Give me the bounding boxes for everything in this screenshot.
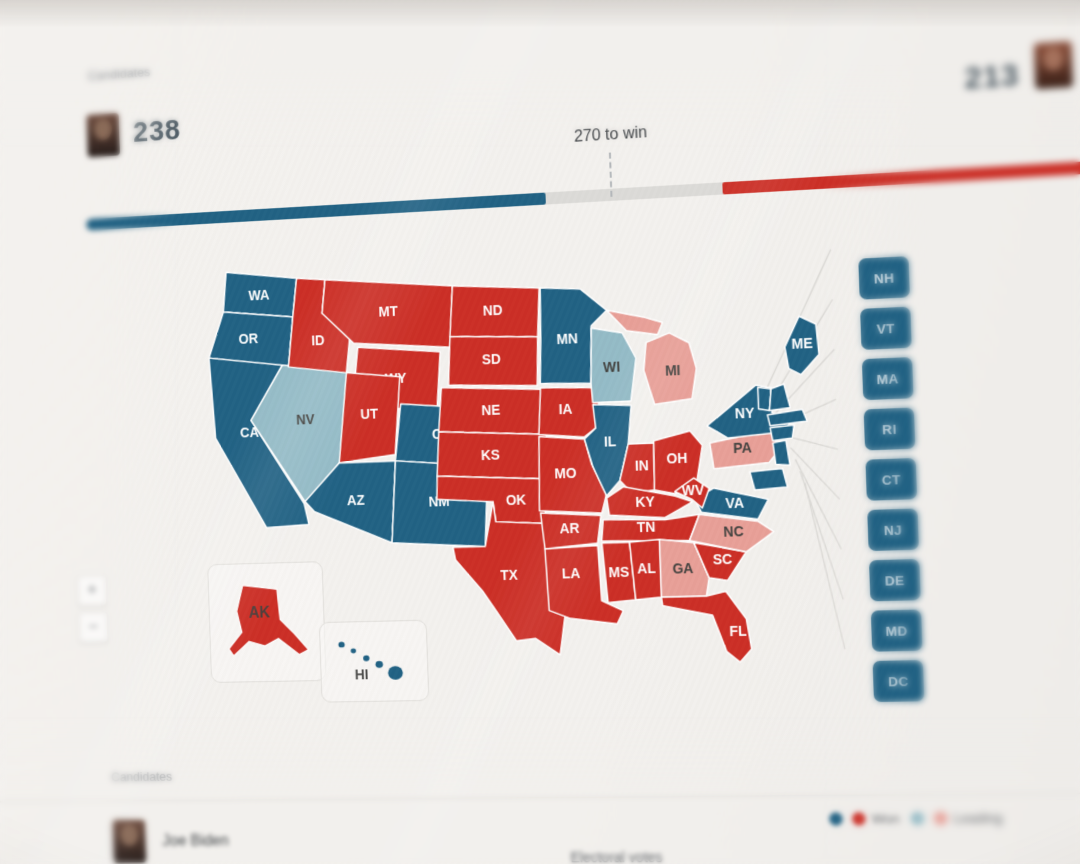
state-label-MT: MT <box>378 304 399 320</box>
state-label-TX: TX <box>500 567 518 583</box>
state-MD[interactable] <box>750 468 788 490</box>
state-label-WI: WI <box>603 359 620 375</box>
270-to-win-marker: 270 to win <box>609 153 613 197</box>
state-MA[interactable] <box>767 409 807 426</box>
hawaii-island <box>338 642 345 648</box>
callout-connector-line <box>791 446 840 501</box>
state-label-MO: MO <box>554 465 577 481</box>
state-HI[interactable] <box>338 640 403 680</box>
avatar-silhouette <box>94 118 112 140</box>
callout-state-DE[interactable]: DE <box>869 559 921 601</box>
state-label-HI: HI <box>354 666 368 682</box>
legend-item-won: Won <box>829 811 900 827</box>
map-legend: Won Leading <box>829 810 1003 826</box>
state-label-ME: ME <box>791 335 813 352</box>
right-candidate-electoral-count: 213 <box>964 59 1020 97</box>
hawaii-island <box>388 666 403 680</box>
state-label-OH: OH <box>666 451 687 467</box>
state-label-ND: ND <box>483 303 503 319</box>
state-label-GA: GA <box>672 560 694 576</box>
state-label-PA: PA <box>733 440 752 456</box>
hawaii-island <box>351 648 356 653</box>
hawaii-island <box>363 655 370 661</box>
footer-candidates-label: Candidates <box>111 769 172 784</box>
state-label-AK: AK <box>249 604 271 622</box>
hawaii-island <box>375 661 383 668</box>
electoral-vote-bar: 270 to win <box>86 156 1080 231</box>
callout-state-NJ[interactable]: NJ <box>867 508 919 551</box>
footer-candidate-name: Joe Biden <box>162 833 229 851</box>
state-label-NV: NV <box>296 412 315 428</box>
dem-bar-segment <box>86 193 545 231</box>
avatar-silhouette <box>1043 47 1064 71</box>
270-to-win-label: 270 to win <box>574 124 648 147</box>
state-label-KY: KY <box>635 494 655 510</box>
legend-dot-rep_won <box>852 812 866 825</box>
callout-state-VT[interactable]: VT <box>860 307 912 350</box>
state-label-IN: IN <box>635 457 649 473</box>
state-label-ID: ID <box>311 332 325 348</box>
legend-dot-dem_won <box>829 812 843 825</box>
legend-label: Won <box>872 811 900 827</box>
callout-state-CT[interactable]: CT <box>865 458 917 501</box>
state-CT[interactable] <box>770 425 795 441</box>
legend-item-leading: Leading <box>910 810 1003 826</box>
electoral-votes-column-header: Electoral votes <box>570 849 663 864</box>
callout-state-MD[interactable]: MD <box>871 609 923 651</box>
left-candidate-avatar <box>86 113 120 157</box>
state-label-LA: LA <box>562 565 581 581</box>
state-label-UT: UT <box>360 406 379 422</box>
state-label-WA: WA <box>248 287 270 303</box>
zoom-out-button[interactable]: − <box>78 611 108 642</box>
callout-connector-line <box>805 482 845 650</box>
state-label-AL: AL <box>637 560 656 576</box>
legend-dot-rep_leading <box>933 812 947 826</box>
state-label-VA: VA <box>725 495 744 511</box>
state-label-MS: MS <box>608 564 629 580</box>
callout-connector-line <box>786 434 838 451</box>
callout-state-RI[interactable]: RI <box>864 407 916 450</box>
state-label-SC: SC <box>713 552 733 568</box>
state-label-WV: WV <box>682 482 705 498</box>
map-zoom-controls: + − <box>77 575 109 643</box>
state-label-AZ: AZ <box>347 493 365 509</box>
state-label-TN: TN <box>637 519 656 535</box>
candidates-section-label: Candidates <box>88 64 151 83</box>
hawaii-inset[interactable]: HI <box>319 620 430 703</box>
photographed-election-screen: Candidates 238 213 270 to win WA OR CA NV ID… <box>0 0 1080 864</box>
right-candidate-avatar <box>1034 41 1073 89</box>
state-label-IL: IL <box>604 434 617 450</box>
rep-bar-segment <box>723 156 1080 195</box>
state-NJ[interactable] <box>773 440 790 465</box>
avatar-silhouette <box>120 825 138 846</box>
callout-state-NH[interactable]: NH <box>858 256 910 300</box>
state-label-FL: FL <box>729 624 747 640</box>
footer-candidate-avatar <box>113 820 147 863</box>
left-candidate-electoral-count: 238 <box>133 115 182 150</box>
state-label-IA: IA <box>558 402 573 418</box>
election-results-page: Candidates 238 213 270 to win WA OR CA NV ID… <box>0 0 1080 864</box>
state-label-SD: SD <box>482 352 502 368</box>
callout-state-MA[interactable]: MA <box>862 357 914 400</box>
state-label-NC: NC <box>723 523 744 539</box>
legend-dot-dem_leading <box>910 812 924 825</box>
state-label-NE: NE <box>481 402 500 418</box>
section-divider <box>0 792 1080 802</box>
callout-state-DC[interactable]: DC <box>873 660 925 702</box>
state-label-AR: AR <box>559 521 580 537</box>
small-state-callout-column: NH VT MA RI CT NJ DE MD DC <box>858 256 924 702</box>
state-label-MN: MN <box>556 331 578 347</box>
state-label-NY: NY <box>734 405 754 421</box>
state-label-KS: KS <box>481 447 500 463</box>
state-label-OR: OR <box>238 331 258 347</box>
alaska-inset[interactable]: AK <box>207 561 326 683</box>
state-label-MI: MI <box>665 363 681 379</box>
state-label-OK: OK <box>506 493 527 509</box>
zoom-in-button[interactable]: + <box>77 575 107 607</box>
legend-label: Leading <box>953 810 1003 826</box>
state-NH[interactable] <box>769 384 791 411</box>
